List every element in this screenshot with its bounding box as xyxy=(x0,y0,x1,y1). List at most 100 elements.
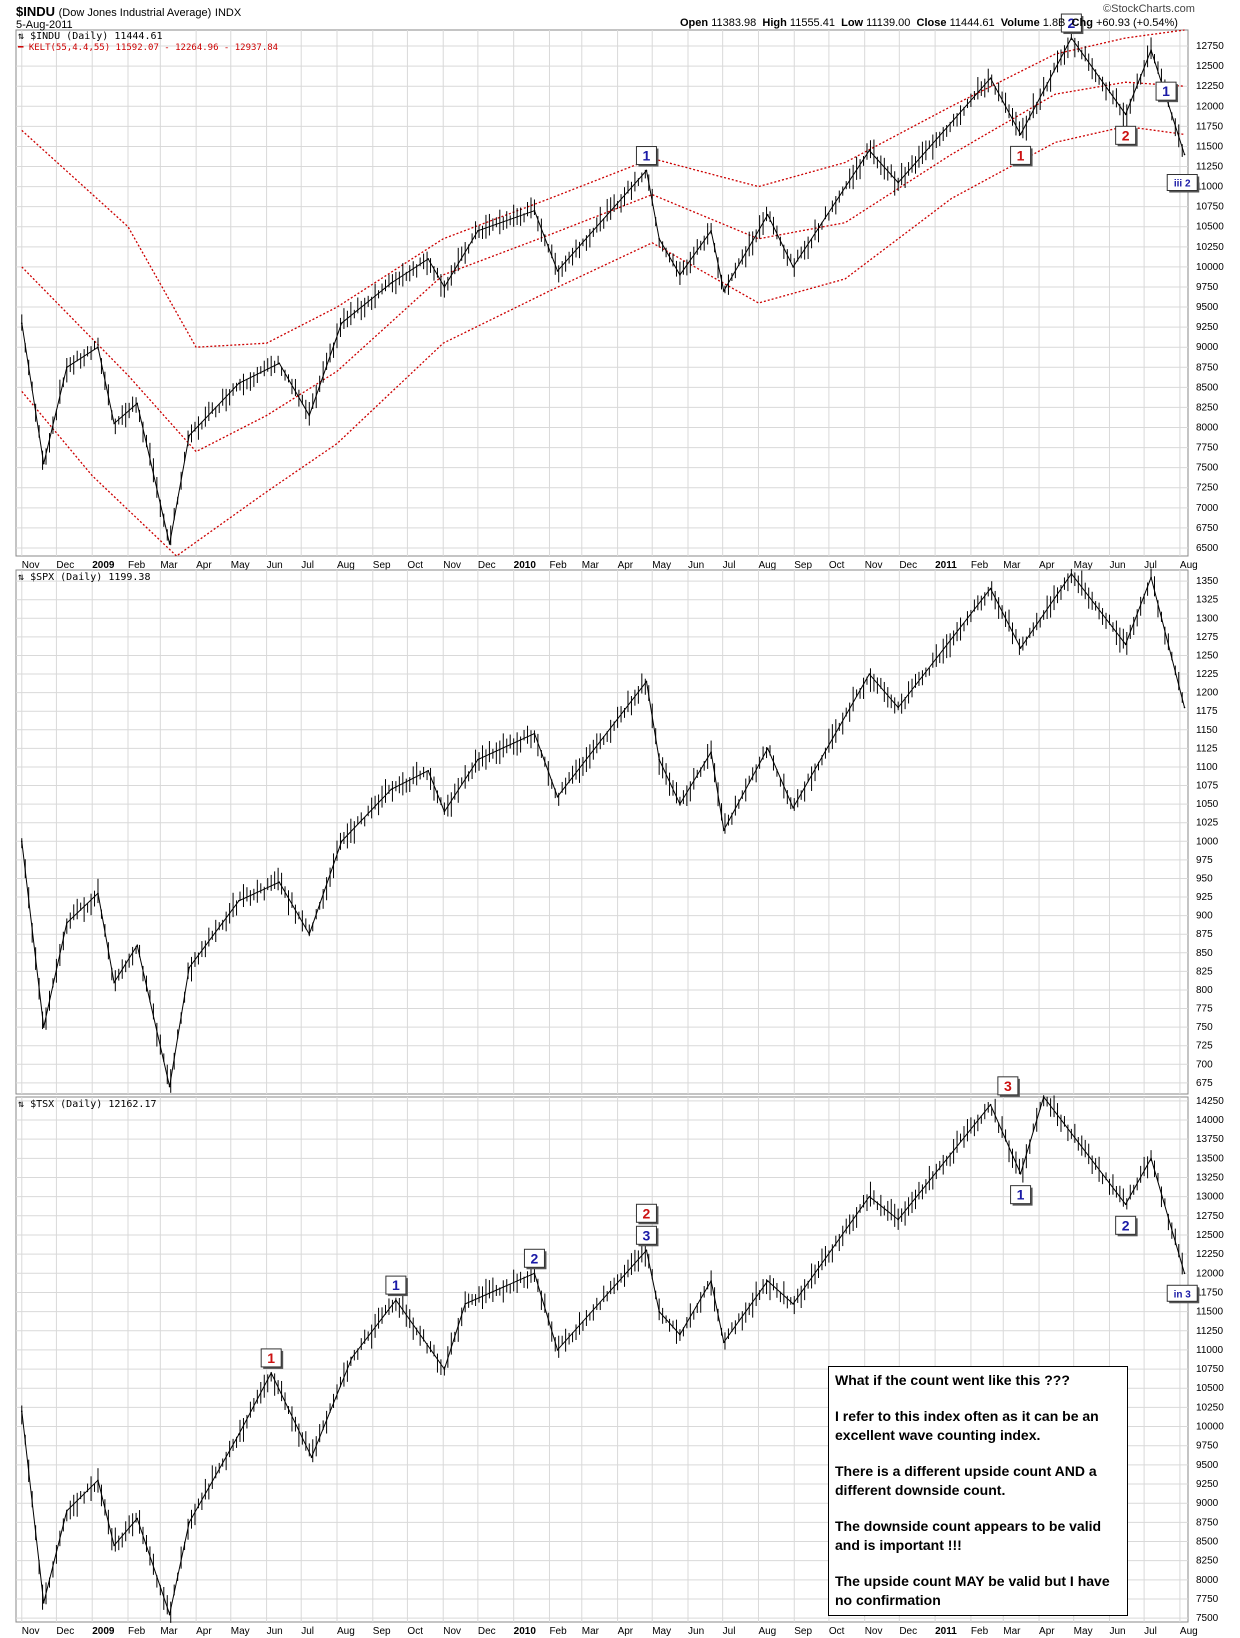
tsx-x-tick-label: Jul xyxy=(1144,1626,1157,1637)
spx-y-tick-label: 900 xyxy=(1196,911,1213,922)
change-value: +60.93 (+0.54%) xyxy=(1095,17,1178,29)
indu-data-point xyxy=(136,402,139,405)
tsx-y-tick-label: 12750 xyxy=(1196,1211,1224,1222)
spx-y-tick-label: 950 xyxy=(1196,873,1213,884)
open-value: 11383.98 xyxy=(711,17,757,29)
tsx-y-tick-label: 14250 xyxy=(1196,1096,1224,1107)
tsx-data-point xyxy=(1183,1272,1186,1275)
tsx-data-point xyxy=(1042,1096,1045,1098)
tsx-x-tick-label: Jun xyxy=(688,1626,704,1637)
spx-data-point xyxy=(113,981,115,984)
spx-y-tick-label: 1150 xyxy=(1196,725,1218,736)
indu-x-tick-label: May xyxy=(231,560,250,571)
indu-x-tick-label: Sep xyxy=(794,560,812,571)
tsx-x-tick-label: Mar xyxy=(160,1626,178,1637)
indu-y-tick-label: 12250 xyxy=(1196,81,1224,92)
tsx-y-tick-label: 11750 xyxy=(1196,1287,1224,1298)
tsx-y-tick-label: 9500 xyxy=(1196,1460,1219,1471)
indu-x-tick-label: Feb xyxy=(971,560,989,571)
tsx-x-tick-label: Nov xyxy=(22,1626,40,1637)
tsx-x-tick-label: May xyxy=(231,1626,250,1637)
indu-wave-label-box xyxy=(1010,145,1032,165)
indu-data-point xyxy=(792,266,794,268)
indu-x-tick-label: May xyxy=(652,560,671,571)
tsx-data-point xyxy=(113,1544,115,1547)
spx-data-point xyxy=(427,769,430,772)
indu-y-tick-label: 6500 xyxy=(1196,543,1219,554)
tsx-data-point xyxy=(238,1433,240,1436)
indu-data-point xyxy=(238,382,240,385)
index-name: (Dow Jones Industrial Average) xyxy=(58,7,212,19)
volume-value: 1.8B xyxy=(1042,17,1066,29)
symbol: $INDU xyxy=(16,4,56,19)
spx-y-tick-label: 825 xyxy=(1196,966,1213,977)
tsx-data-point xyxy=(66,1510,68,1512)
indu-data-point xyxy=(443,286,446,288)
ohlc-readout: Open 11383.98 High 11555.41 Low 11139.00… xyxy=(680,17,1178,29)
indu-data-point xyxy=(42,462,45,465)
spx-data-point xyxy=(477,758,479,761)
indu-x-tick-label: Dec xyxy=(478,560,496,571)
indu-x-tick-label: Jun xyxy=(688,560,704,571)
indu-x-tick-label: 2009 xyxy=(92,560,115,571)
tsx-data-point xyxy=(989,1103,992,1106)
tsx-wave-label-box xyxy=(1010,1185,1032,1205)
indu-y-tick-label: 10250 xyxy=(1196,242,1224,253)
indu-data-point xyxy=(1150,49,1152,51)
tsx-y-tick-label: 11250 xyxy=(1196,1326,1224,1337)
spx-data-point xyxy=(20,840,23,843)
indu-data-point xyxy=(20,322,23,324)
tsx-x-tick-label: May xyxy=(1074,1626,1093,1637)
annotation-note: What if the count went like this ??? I r… xyxy=(828,1366,1128,1616)
tsx-x-tick-label: Jun xyxy=(267,1626,283,1637)
spx-y-tick-label: 1025 xyxy=(1196,818,1219,829)
tsx-data-point xyxy=(1150,1157,1152,1160)
indu-data-point xyxy=(1183,153,1186,156)
tsx-x-tick-label: Oct xyxy=(829,1626,845,1637)
spx-y-tick-label: 800 xyxy=(1196,985,1213,996)
tsx-x-tick-label: Sep xyxy=(373,1626,391,1637)
indu-x-tick-label: May xyxy=(1074,560,1093,571)
tsx-wave-label: 1 xyxy=(1017,1187,1025,1203)
indu-data-point xyxy=(308,414,311,417)
indu-x-tick-label: Mar xyxy=(160,560,178,571)
tsx-wave-label-box xyxy=(523,1248,545,1268)
tsx-x-tick-label: Aug xyxy=(1180,1626,1198,1637)
indu-x-tick-label: 2011 xyxy=(935,560,957,571)
spx-data-point xyxy=(1183,706,1186,709)
indu-y-tick-label: 9750 xyxy=(1196,282,1219,293)
tsx-y-tick-label: 10250 xyxy=(1196,1402,1224,1413)
tsx-data-point xyxy=(395,1299,397,1301)
indu-x-tick-label: Oct xyxy=(407,560,423,571)
indu-data-point xyxy=(113,422,115,425)
tsx-wave-label-box xyxy=(260,1348,282,1368)
indu-data-point xyxy=(723,290,725,292)
spx-y-tick-label: 1300 xyxy=(1196,613,1219,624)
tsx-x-tick-label: Jun xyxy=(1109,1626,1125,1637)
indu-y-tick-label: 8000 xyxy=(1196,423,1219,434)
spx-data-point xyxy=(443,810,446,813)
tsx-x-tick-label: May xyxy=(652,1626,671,1637)
tsx-wave-label: 1 xyxy=(267,1350,275,1366)
indu-y-tick-label: 12000 xyxy=(1196,101,1224,112)
indu-y-tick-label: 11750 xyxy=(1196,121,1224,132)
tsx-data-point xyxy=(766,1280,769,1282)
high-value: 11555.41 xyxy=(789,17,835,29)
tsx-wave-label-box xyxy=(1166,1284,1198,1302)
tsx-wave-label-box xyxy=(997,1076,1019,1096)
tsx-data-point xyxy=(533,1272,536,1275)
tsx-data-point xyxy=(97,1479,99,1482)
spx-y-tick-label: 775 xyxy=(1196,1004,1213,1015)
close-value: 11444.61 xyxy=(949,17,995,29)
indu-wave-label-box xyxy=(635,146,657,166)
keltner-legend: ━ KELT(55,4.4,55) 11592.07 - 12264.96 - … xyxy=(18,43,279,53)
spx-data-point xyxy=(645,680,648,683)
spx-data-point xyxy=(897,706,899,709)
indu-x-tick-label: Jul xyxy=(723,560,736,571)
indu-data-point xyxy=(97,346,99,349)
tsx-data-point xyxy=(20,1410,23,1413)
indu-wave-label: 1 xyxy=(643,148,651,164)
indu-data-point xyxy=(897,181,899,184)
tsx-x-tick-label: Aug xyxy=(758,1626,776,1637)
